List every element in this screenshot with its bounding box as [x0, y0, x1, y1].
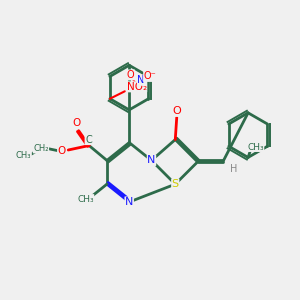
Text: N: N	[137, 75, 145, 85]
Text: C: C	[85, 135, 92, 145]
Text: CH₃: CH₃	[247, 142, 264, 152]
Text: NO₂: NO₂	[127, 82, 147, 92]
Text: O: O	[172, 106, 181, 116]
Text: N: N	[125, 197, 134, 207]
Text: CH₃: CH₃	[77, 194, 94, 203]
Text: CH₃: CH₃	[16, 152, 32, 160]
Text: N: N	[147, 155, 156, 165]
Text: H: H	[230, 164, 237, 174]
Text: O⁻: O⁻	[144, 71, 156, 81]
Text: CH₂: CH₂	[33, 144, 49, 153]
Text: O: O	[127, 70, 134, 80]
Text: S: S	[172, 179, 179, 189]
Text: O: O	[58, 146, 66, 157]
Text: O: O	[73, 118, 81, 128]
